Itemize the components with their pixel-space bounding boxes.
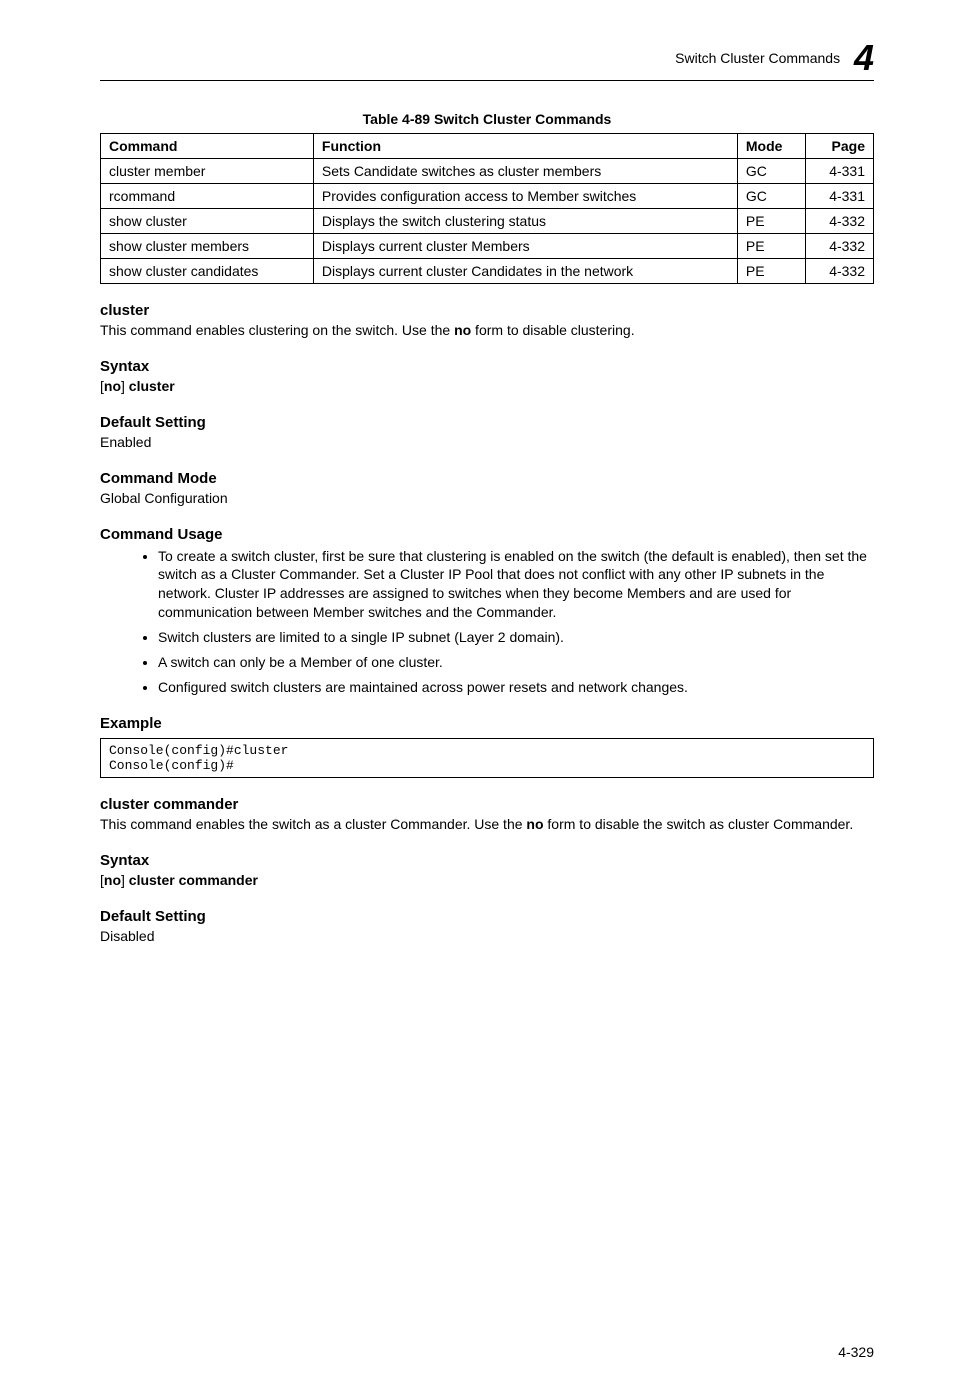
table-row: show cluster members Displays current cl… — [101, 234, 874, 259]
default-heading: Default Setting — [100, 414, 874, 431]
default-value: Disabled — [100, 927, 874, 946]
col-command: Command — [101, 134, 314, 159]
table-row: rcommand Provides configuration access t… — [101, 184, 874, 209]
cluster-heading: cluster — [100, 302, 874, 319]
table-row: show cluster Displays the switch cluster… — [101, 209, 874, 234]
cell: show cluster — [101, 209, 314, 234]
text: This command enables clustering on the s… — [100, 322, 454, 338]
syntax-heading: Syntax — [100, 852, 874, 869]
page-header: Switch Cluster Commands 4 — [100, 40, 874, 81]
syntax-line: [no] cluster — [100, 377, 874, 396]
default-heading: Default Setting — [100, 908, 874, 925]
mode-heading: Command Mode — [100, 470, 874, 487]
cell: PE — [737, 259, 806, 284]
table-header-row: Command Function Mode Page — [101, 134, 874, 159]
keyword-no: no — [454, 322, 471, 338]
list-item: Switch clusters are limited to a single … — [158, 628, 874, 647]
text: form to disable clustering. — [471, 322, 634, 338]
cell: Provides configuration access to Member … — [313, 184, 737, 209]
keyword-no: no — [104, 378, 121, 394]
syntax-heading: Syntax — [100, 358, 874, 375]
cell: Displays current cluster Members — [313, 234, 737, 259]
text: This command enables the switch as a clu… — [100, 816, 526, 832]
cell: rcommand — [101, 184, 314, 209]
cell: Sets Candidate switches as cluster membe… — [313, 159, 737, 184]
cell: 4-331 — [806, 159, 874, 184]
list-item: To create a switch cluster, first be sur… — [158, 547, 874, 623]
cell: Displays the switch clustering status — [313, 209, 737, 234]
cell: GC — [737, 184, 806, 209]
bracket: ] — [121, 378, 129, 394]
col-mode: Mode — [737, 134, 806, 159]
cell: 4-332 — [806, 259, 874, 284]
list-item: A switch can only be a Member of one clu… — [158, 653, 874, 672]
table-title: Table 4-89 Switch Cluster Commands — [100, 111, 874, 127]
cell: cluster member — [101, 159, 314, 184]
cell: PE — [737, 209, 806, 234]
cell: 4-332 — [806, 234, 874, 259]
table-row: cluster member Sets Candidate switches a… — [101, 159, 874, 184]
chapter-number: 4 — [854, 40, 874, 76]
example-heading: Example — [100, 715, 874, 732]
default-value: Enabled — [100, 433, 874, 452]
example-code: Console(config)#cluster Console(config)# — [100, 738, 874, 778]
keyword-cluster-commander: cluster commander — [129, 872, 258, 888]
header-title: Switch Cluster Commands — [675, 50, 840, 66]
usage-heading: Command Usage — [100, 526, 874, 543]
mode-value: Global Configuration — [100, 489, 874, 508]
usage-list: To create a switch cluster, first be sur… — [100, 547, 874, 697]
commands-table: Command Function Mode Page cluster membe… — [100, 133, 874, 284]
cell: 4-331 — [806, 184, 874, 209]
cell: show cluster candidates — [101, 259, 314, 284]
bracket: ] — [121, 872, 129, 888]
keyword-cluster: cluster — [129, 378, 175, 394]
header-rule — [100, 80, 874, 81]
cell: 4-332 — [806, 209, 874, 234]
cluster-commander-heading: cluster commander — [100, 796, 874, 813]
text: form to disable the switch as cluster Co… — [544, 816, 854, 832]
page-number: 4-329 — [838, 1344, 874, 1360]
cell: GC — [737, 159, 806, 184]
col-function: Function — [313, 134, 737, 159]
keyword-no: no — [526, 816, 543, 832]
syntax-line: [no] cluster commander — [100, 871, 874, 890]
keyword-no: no — [104, 872, 121, 888]
cell: PE — [737, 234, 806, 259]
cell: Displays current cluster Candidates in t… — [313, 259, 737, 284]
cell: show cluster members — [101, 234, 314, 259]
cluster-commander-desc: This command enables the switch as a clu… — [100, 815, 874, 834]
list-item: Configured switch clusters are maintaine… — [158, 678, 874, 697]
table-row: show cluster candidates Displays current… — [101, 259, 874, 284]
col-page: Page — [806, 134, 874, 159]
cluster-desc: This command enables clustering on the s… — [100, 321, 874, 340]
